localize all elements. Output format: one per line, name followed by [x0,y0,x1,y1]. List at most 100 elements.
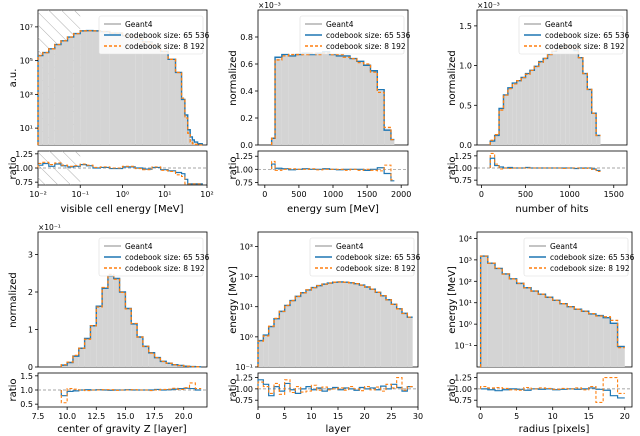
geant4-bar [538,62,544,145]
geant4-bar [364,286,370,367]
geant4-bar [177,365,184,367]
geant4-bar [350,58,357,145]
cog-histogram-marks [60,273,202,368]
codebook-8192-line [270,52,395,145]
ratio-tick-label: 0.75 [454,176,472,185]
legend-label-cb_small: codebook size: 8 192 [550,264,630,273]
ratio-axis-label: ratio [228,156,239,179]
ratio-8192-line [271,160,395,181]
geant4-bar [538,294,546,367]
geant4-bar [587,89,592,145]
geant4-bar [90,325,97,367]
geant4-bar [547,54,552,145]
geant4-bar [48,48,55,145]
ratio-tick-label: 0.75 [235,178,253,187]
y-axis-label: energy [MeV] [447,266,458,334]
geant4-bar [386,299,392,367]
geant4-bar [343,55,351,145]
geant4-bar [119,292,126,367]
geant4-bar [390,139,395,145]
geant4-bar [502,273,510,367]
y-exponent: ×10⁻³ [477,1,500,10]
legend: Geant4 codebook size: 65 536 codebook size… [98,15,210,55]
x-axis-label: visible cell energy [MeV] [61,204,184,215]
legend-box [518,15,624,55]
x-tick-label: 500 [291,190,306,199]
geant4-bar [102,288,108,367]
y-tick-label: 10⁷ [20,23,33,32]
geant4-bar [338,281,344,367]
geant4-bar [370,289,376,367]
y-axis-label: normalized [447,50,458,106]
geant4-bar [322,284,328,367]
legend-label-geant4: Geant4 [545,20,573,29]
panel-number-of-hits: ×10⁻³ normalized ratio number of hits 0 5… [447,1,630,215]
geant4-bar [396,308,402,367]
geant4-bar [54,44,61,145]
geant4-bar [359,285,365,367]
geant4-bar [284,305,290,367]
geant4-bar [567,306,575,367]
geant4-bar [306,289,312,367]
legend-label-cb_small: codebook size: 8 192 [125,264,205,273]
x-tick-label: 500 [518,190,533,199]
geant4-bar [495,268,503,367]
x-tick-label: 30 [413,412,423,421]
radius-histogram-marks [479,255,625,367]
geant4-bar [480,256,488,367]
x-axis-label: center of gravity Z [layer] [57,424,186,435]
legend-label-cb_small: codebook size: 8 192 [545,42,625,51]
ratio-tick-label: 1.0 [20,386,33,395]
ratio-tick-label: 1.25 [15,150,33,159]
geant4-bar [86,30,93,145]
geant4-bar [148,352,155,367]
x-axis-label: energy sum [MeV] [287,204,379,215]
geant4-bar [327,283,333,367]
codebook-8192-line [60,273,202,368]
geant4-bar [552,300,560,367]
geant4-bar [281,55,289,145]
geant4-bar [84,338,91,367]
legend-label-cb_large: codebook size: 65 536 [336,253,421,262]
geant4-bar [67,362,73,367]
geant4-bar [72,355,79,367]
geant4-bar [578,57,583,145]
geant4-bar [166,363,173,367]
legend-label-geant4: Geant4 [326,20,354,29]
ratio-tick-label: 0.75 [235,396,253,405]
x-tick-label: 15 [584,412,594,421]
geant4-bar [354,283,360,367]
geant4-bar [523,287,532,367]
panel-layer: energy [MeV] ratio layer 0 5 10 15 20 25 30 10⁻… [228,231,423,435]
legend: Geant4 codebook size: 65 536 codebook size… [98,237,210,277]
geant4-bar [574,309,582,367]
geant4-bar [407,317,413,367]
legend-label-cb_large: codebook size: 65 536 [545,31,630,40]
y-tick-label: 10¹ [459,299,472,308]
x-tick-label: 10⁻² [29,190,47,199]
geant4-bar [559,303,568,367]
ratio-tick-label: 1.00 [454,164,472,173]
y-tick-label: 10⁵ [20,57,33,66]
geant4-bar [545,297,553,367]
geant4-bar [332,282,338,367]
geant4-bar [290,300,296,367]
geant4-bar [288,55,296,145]
x-tick-label: 0 [478,412,483,421]
geant4-bar [316,285,322,367]
geant4-bar [610,322,618,367]
geant4-bar [556,48,561,145]
geant4-bar [552,51,557,146]
geant4-bar [402,313,408,367]
x-tick-label: 12.5 [87,412,105,421]
ratio-tick-label: 1.5 [20,372,33,381]
ratio-tick-label: 1.00 [15,164,33,173]
geant4-bar [122,35,136,145]
ratio-tick-label: 0.5 [20,400,33,409]
geant4-bar [507,87,513,145]
y-tick-label: 10⁰ [459,320,472,329]
geant4-bar [516,80,522,145]
geant4-bar [80,30,87,145]
ratio-tick-label: 1.25 [454,152,472,161]
y-tick-label: 0 [28,363,33,372]
